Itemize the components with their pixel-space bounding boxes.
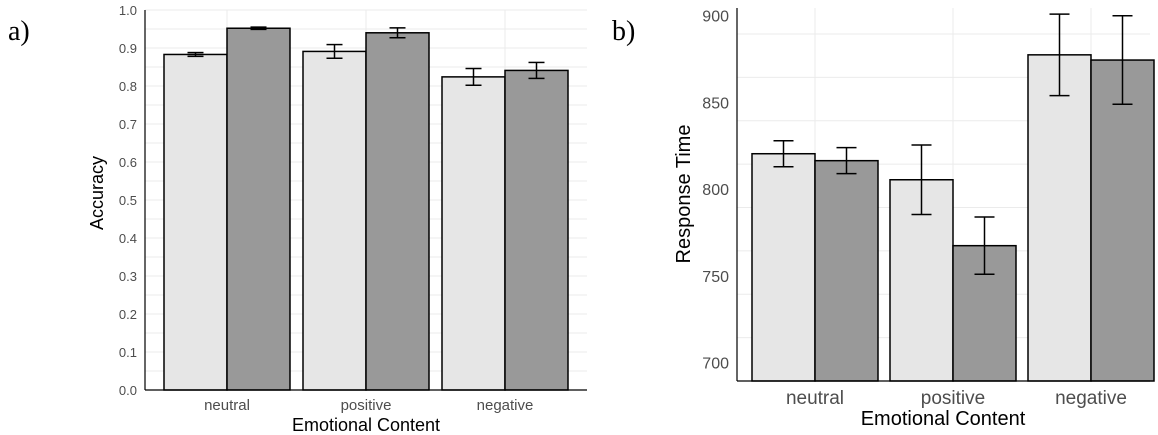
panel-a-y-axis-title: Accuracy <box>87 156 107 230</box>
panel-a-y-tick-labels: 0.0 0.1 0.2 0.3 0.4 0.5 0.6 0.7 0.8 0.9 1.0 <box>119 3 137 398</box>
bar <box>163 53 228 391</box>
panel-a-x-tick-labels: neutral positive negative <box>204 397 533 414</box>
panel-a-error-bars <box>187 26 545 86</box>
y-tick-label: 0.8 <box>119 79 137 94</box>
x-tick-label: positive <box>341 397 392 414</box>
panel-b-y-axis-title: Response Time <box>673 125 695 264</box>
y-tick-label: 0.5 <box>119 193 137 208</box>
y-tick-label: 750 <box>702 269 729 286</box>
y-tick-label: 0.4 <box>119 231 137 246</box>
y-tick-label: 900 <box>702 9 729 26</box>
y-tick-label: 0.1 <box>119 345 137 360</box>
y-tick-label: 800 <box>702 182 729 199</box>
bar <box>1090 59 1155 382</box>
panel-a: a) 0.0 0.1 0.2 0.3 0.4 0.5 0.6 0.7 0.8 0.9 1.0 neu… <box>8 3 587 435</box>
bar <box>302 50 367 391</box>
bar <box>226 27 291 391</box>
x-tick-label: positive <box>921 388 985 409</box>
bar <box>1027 54 1092 382</box>
panel-b-label: b) <box>612 16 635 47</box>
x-tick-label: negative <box>1055 388 1127 409</box>
y-tick-label: 0.0 <box>119 383 137 398</box>
y-tick-label: 0.3 <box>119 269 137 284</box>
bar <box>365 32 430 391</box>
panel-a-x-axis-title: Emotional Content <box>292 415 440 435</box>
panel-b-x-tick-labels: neutral positive negative <box>786 388 1127 409</box>
panel-b: b) 700 750 800 850 900 neutral positive negati… <box>612 8 1155 430</box>
y-tick-label: 0.2 <box>119 307 137 322</box>
x-tick-label: neutral <box>204 397 250 414</box>
panel-b-error-bars <box>773 13 1133 276</box>
bar <box>814 159 879 382</box>
panel-a-bars <box>163 27 569 391</box>
x-tick-label: neutral <box>786 388 844 409</box>
y-tick-label: 850 <box>702 95 729 112</box>
bar <box>504 69 569 391</box>
panel-b-y-tick-labels: 700 750 800 850 900 <box>702 9 729 373</box>
y-tick-label: 0.6 <box>119 155 137 170</box>
bar <box>441 76 506 391</box>
panel-a-label: a) <box>8 16 30 47</box>
panel-b-x-axis-title: Emotional Content <box>861 408 1026 430</box>
y-tick-label: 1.0 <box>119 3 137 18</box>
y-tick-label: 0.7 <box>119 117 137 132</box>
x-tick-label: negative <box>477 397 534 414</box>
bar <box>751 152 816 382</box>
y-tick-label: 0.9 <box>119 41 137 56</box>
y-tick-label: 700 <box>702 356 729 373</box>
